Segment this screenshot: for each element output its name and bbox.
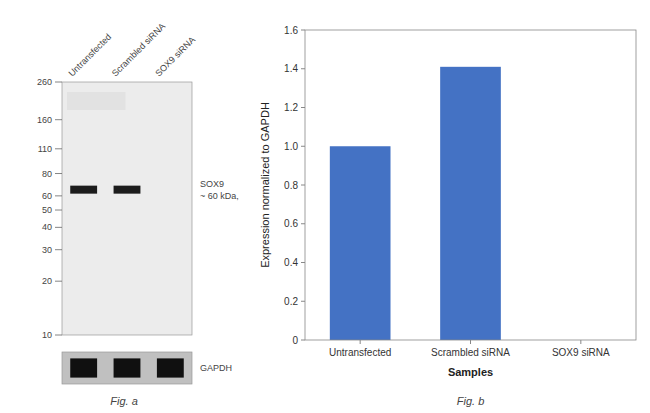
ladder-tick (55, 82, 62, 83)
y-axis-label: Expression normalized to GAPDH (259, 102, 271, 268)
background (0, 0, 650, 413)
y-tick (301, 262, 305, 263)
bar-panel: 0 0.2 0.4 0.6 0.8 1.0 1.2 1.4 1.6 Untransfected Sc… (259, 25, 636, 408)
ladder-tick (55, 119, 62, 120)
loading-control-label: GAPDH (200, 363, 232, 373)
ladder-label: 260 (37, 77, 52, 87)
y-tick (301, 146, 305, 147)
ladder-label: 10 (42, 330, 52, 340)
y-tick-label: 1.2 (284, 102, 298, 113)
y-tick-label: 1.4 (284, 63, 298, 74)
figure: 260 160 110 80 60 50 40 30 20 10 Untransfected Scra… (0, 0, 650, 413)
panel-label: Fig. a (110, 395, 138, 407)
ladder-label: 30 (42, 245, 52, 255)
blot-smear (67, 92, 126, 110)
loading-control-band (70, 358, 97, 377)
x-tick-label: SOX9 siRNA (552, 347, 610, 358)
y-tick-label: 0.2 (284, 296, 298, 307)
x-axis-label: Samples (448, 366, 493, 378)
ladder-tick (55, 281, 62, 282)
band-annotation: ~ 60 kDa, (200, 191, 239, 201)
x-tick (470, 340, 471, 344)
panel-label: Fig. b (457, 395, 485, 407)
y-tick-label: 0.6 (284, 218, 298, 229)
ladder-tick (55, 335, 62, 336)
band-label: SOX9 (200, 179, 224, 189)
loading-control-membrane (62, 352, 192, 384)
y-tick-label: 0 (292, 335, 298, 346)
bar (330, 146, 391, 340)
ladder-tick (55, 210, 62, 211)
y-tick-label: 1.6 (284, 25, 298, 36)
ladder-label: 60 (42, 191, 52, 201)
blot-band (70, 186, 97, 194)
loading-control-band (157, 358, 184, 377)
y-tick (301, 107, 305, 108)
y-tick (301, 185, 305, 186)
y-tick-label: 0.8 (284, 180, 298, 191)
bars (330, 67, 501, 340)
lane-label: SOX9 siRNA (153, 35, 197, 79)
ladder-label: 160 (37, 115, 52, 125)
y-tick-label: 1.0 (284, 141, 298, 152)
bar (440, 67, 501, 340)
ladder-tick (55, 227, 62, 228)
ladder-label: 80 (42, 169, 52, 179)
ladder-tick (55, 173, 62, 174)
blot-panel: 26016011080605040302010UntransfectedScra… (37, 21, 239, 407)
lane-label: Untransfected (67, 32, 114, 79)
ladder-label: 40 (42, 222, 52, 232)
plot-frame (305, 30, 636, 340)
y-tick (301, 223, 305, 224)
blot-membrane (62, 82, 192, 335)
y-tick (301, 68, 305, 69)
x-tick (360, 340, 361, 344)
y-tick-label: 0.4 (284, 257, 298, 268)
x-tick (580, 340, 581, 344)
ladder-label: 110 (38, 144, 52, 154)
ladder-tick (55, 195, 62, 196)
y-tick (301, 301, 305, 302)
x-tick-label: Untransfected (329, 347, 391, 358)
blot-band (114, 186, 141, 194)
ladder-label: 20 (42, 276, 52, 286)
loading-control-band (114, 358, 141, 377)
ladder-label: 50 (42, 205, 52, 215)
x-tick-label: Scrambled siRNA (431, 347, 510, 358)
y-tick (301, 340, 305, 341)
y-tick (301, 30, 305, 31)
ladder-tick (55, 249, 62, 250)
ladder-tick (55, 148, 62, 149)
